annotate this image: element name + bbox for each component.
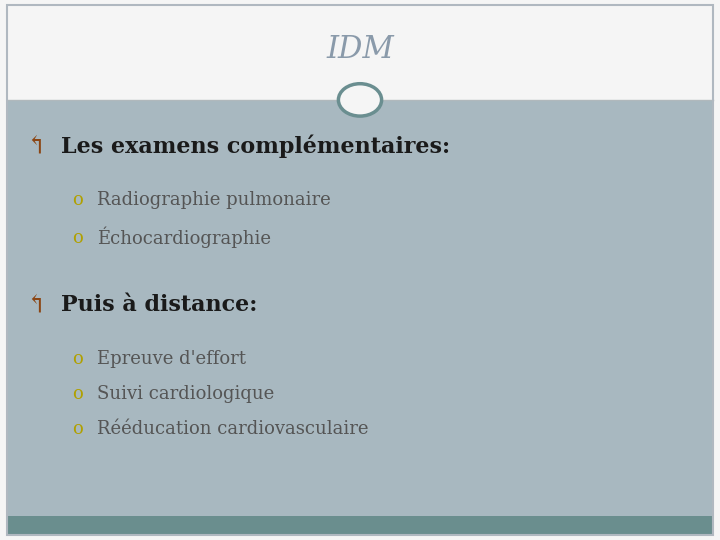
FancyBboxPatch shape (7, 516, 713, 535)
FancyBboxPatch shape (7, 5, 713, 100)
Text: IDM: IDM (326, 35, 394, 65)
Text: Radiographie pulmonaire: Radiographie pulmonaire (97, 191, 331, 209)
FancyBboxPatch shape (7, 100, 713, 516)
Text: Échocardiographie: Échocardiographie (97, 227, 271, 248)
Circle shape (338, 84, 382, 116)
Text: Suivi cardiologique: Suivi cardiologique (97, 385, 274, 403)
Text: o: o (72, 420, 83, 438)
Text: o: o (72, 191, 83, 209)
Text: ↰: ↰ (25, 294, 46, 316)
Text: o: o (72, 350, 83, 368)
Text: o: o (72, 228, 83, 247)
Text: Epreuve d'effort: Epreuve d'effort (97, 350, 246, 368)
Text: ↰: ↰ (25, 134, 46, 157)
Text: o: o (72, 385, 83, 403)
Text: Rééducation cardiovasculaire: Rééducation cardiovasculaire (97, 420, 369, 438)
Text: Les examens complémentaires:: Les examens complémentaires: (61, 134, 450, 158)
Text: Puis à distance:: Puis à distance: (61, 294, 258, 316)
